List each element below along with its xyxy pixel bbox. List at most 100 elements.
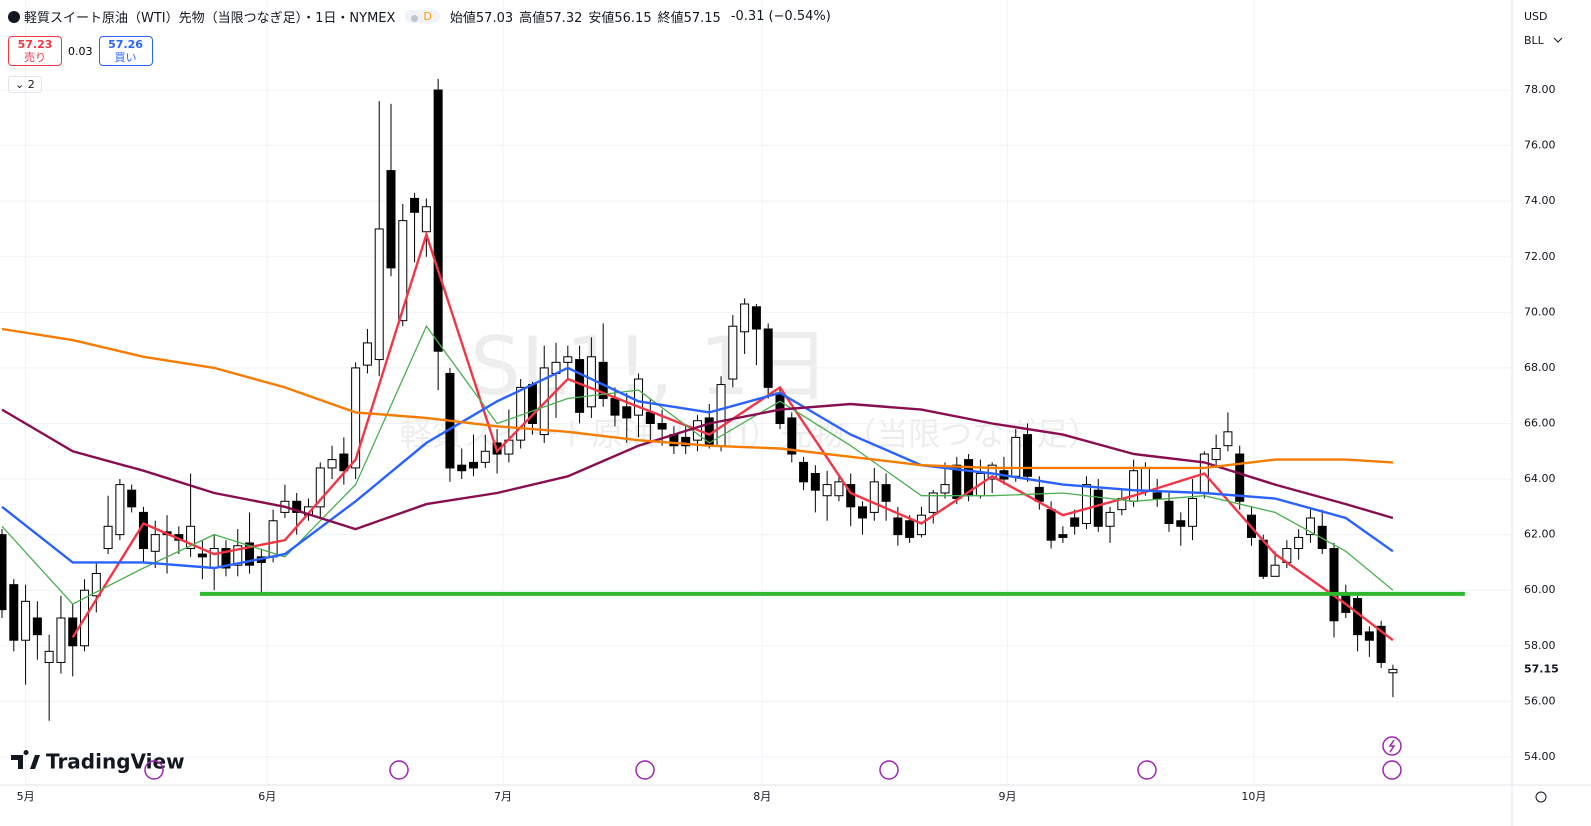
x-tick-label: 9月 xyxy=(998,790,1016,803)
candle-body xyxy=(893,517,903,536)
change: -0.31 xyxy=(730,9,765,24)
candle-body xyxy=(1364,631,1374,641)
candle-body xyxy=(433,89,443,352)
candle-body xyxy=(1317,525,1327,550)
candle-body xyxy=(822,484,832,497)
sell-price: 57.23 xyxy=(17,38,53,51)
unit-dropdown[interactable] xyxy=(1553,37,1563,43)
indicator-toggle[interactable]: 2 xyxy=(8,76,42,93)
sell-button[interactable]: 57.23 売り xyxy=(8,36,62,66)
candle-body xyxy=(1011,436,1021,477)
ma-line xyxy=(1,402,1394,531)
x-tick-label: 5月 xyxy=(17,790,35,803)
candle-body xyxy=(9,584,19,641)
candle-body xyxy=(351,367,361,469)
candle-body xyxy=(598,361,608,399)
candle-body xyxy=(1058,534,1068,538)
spread: 0.03 xyxy=(68,44,93,58)
x-tick-label: 7月 xyxy=(494,790,512,803)
y-tick-label: 68.00 xyxy=(1524,361,1556,374)
candle-body xyxy=(1105,511,1115,527)
interval-badge[interactable]: D xyxy=(405,10,440,23)
buy-button[interactable]: 57.26 買い xyxy=(98,36,153,66)
candle-body xyxy=(315,467,325,508)
change-pct: (−0.54%) xyxy=(768,9,831,24)
candle-body xyxy=(728,325,738,380)
candle-body xyxy=(940,484,950,494)
currency: USD xyxy=(1524,10,1548,23)
candle-body xyxy=(398,220,408,322)
candle-body xyxy=(386,170,396,269)
candle-body xyxy=(374,228,384,361)
candle-body xyxy=(539,367,549,436)
buy-label: 買い xyxy=(114,51,137,64)
candle-body xyxy=(1046,509,1056,541)
candle-body xyxy=(905,520,915,538)
x-tick-label: 6月 xyxy=(258,790,276,803)
ma-line xyxy=(1,366,1394,570)
y-tick-label: 64.00 xyxy=(1524,472,1556,485)
candle-body xyxy=(292,500,302,513)
candle-body xyxy=(586,356,596,408)
header: 軽質スイート原油（WTI）先物（当限つなぎ足）・1日・NYMEX D 始値57.… xyxy=(8,7,831,26)
y-tick-label: 54.00 xyxy=(1524,750,1556,763)
candle-body xyxy=(138,511,148,550)
candle-body xyxy=(799,461,809,483)
y-tick-label: 62.00 xyxy=(1524,528,1556,541)
candle-body xyxy=(1023,434,1033,477)
candle-body xyxy=(810,473,820,491)
candle-body xyxy=(751,306,761,330)
ohlc-value: 56.15 xyxy=(614,11,652,26)
ohlc-label: 終値 xyxy=(657,11,684,26)
candle-body xyxy=(681,436,691,447)
candle-body xyxy=(1270,564,1280,577)
y-tick-label: 74.00 xyxy=(1524,194,1556,207)
candle-body xyxy=(21,600,31,641)
candle-body xyxy=(787,417,797,455)
candle-body xyxy=(32,617,42,636)
candle-body xyxy=(1235,453,1245,502)
y-tick-label: 66.00 xyxy=(1524,416,1556,429)
candle-body xyxy=(1388,668,1398,674)
ma-line xyxy=(1,324,1394,605)
candle-body xyxy=(869,481,879,513)
y-tick-label: 58.00 xyxy=(1524,639,1556,652)
candle-body xyxy=(150,534,160,552)
candle-body xyxy=(563,356,573,363)
candle-body xyxy=(1188,498,1198,527)
ohlc-label: 始値 xyxy=(449,11,476,26)
candle-body xyxy=(91,573,101,597)
candle-body xyxy=(645,411,655,424)
candle-body xyxy=(834,481,844,497)
ohlc-value: 57.03 xyxy=(475,11,514,26)
candle-body xyxy=(339,453,349,472)
candle-body xyxy=(127,489,137,508)
settings-icon[interactable] xyxy=(1535,791,1547,803)
logo: TradingView xyxy=(11,750,185,774)
candle-body xyxy=(1376,625,1386,663)
candle-body xyxy=(1164,500,1174,525)
candle-body xyxy=(197,553,207,558)
candle-body xyxy=(1329,548,1339,622)
event-icons[interactable] xyxy=(144,736,1402,780)
candle-body xyxy=(928,492,938,513)
candle-body xyxy=(1070,517,1080,527)
y-tick-label: 72.00 xyxy=(1524,250,1556,263)
candle-body xyxy=(1140,467,1150,491)
candle-body xyxy=(209,548,219,569)
candle-body xyxy=(0,534,7,611)
candle-body xyxy=(657,422,667,430)
candle-body xyxy=(1176,520,1186,527)
candle-body xyxy=(1152,492,1162,500)
sell-label: 売り xyxy=(24,51,46,64)
candle-body xyxy=(327,459,337,469)
candle-body xyxy=(763,328,773,388)
candle-body xyxy=(44,650,54,663)
candle-body xyxy=(421,206,431,233)
y-tick-label: 70.00 xyxy=(1524,305,1556,318)
candle-body xyxy=(268,520,278,558)
trade-panel: 57.23 売り 0.03 57.26 買い xyxy=(8,36,153,66)
candle-body xyxy=(881,484,891,502)
